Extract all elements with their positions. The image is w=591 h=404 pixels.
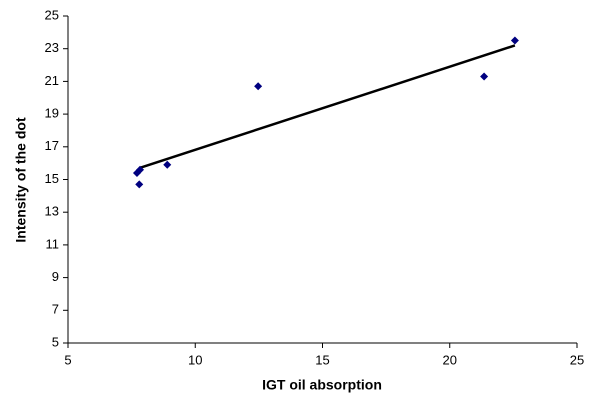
y-tick-label: 23 [45,40,59,55]
x-tick-label: 15 [315,352,329,367]
x-tick-label: 5 [64,352,71,367]
y-tick-label: 7 [52,302,59,317]
data-point [163,160,172,169]
x-axis-label: IGT oil absorption [262,377,382,393]
x-tick-label: 25 [570,352,584,367]
y-tick-label: 15 [45,171,59,186]
y-tick-label: 11 [46,236,60,251]
x-tick-label: 20 [443,352,457,367]
y-tick-label: 9 [52,269,59,284]
data-point [480,72,489,81]
y-tick-label: 5 [52,334,59,349]
y-tick-label: 19 [45,106,59,121]
y-tick-label: 17 [45,138,59,153]
y-tick-label: 25 [45,7,59,22]
x-tick-label: 10 [188,352,202,367]
data-point [510,36,519,45]
data-point [135,180,144,189]
y-tick-label: 21 [45,73,59,88]
y-tick-label: 13 [45,204,59,219]
trendline [138,44,516,170]
y-axis-label: Intensity of the dot [13,117,29,243]
data-point [254,82,263,91]
data-point [136,165,145,174]
